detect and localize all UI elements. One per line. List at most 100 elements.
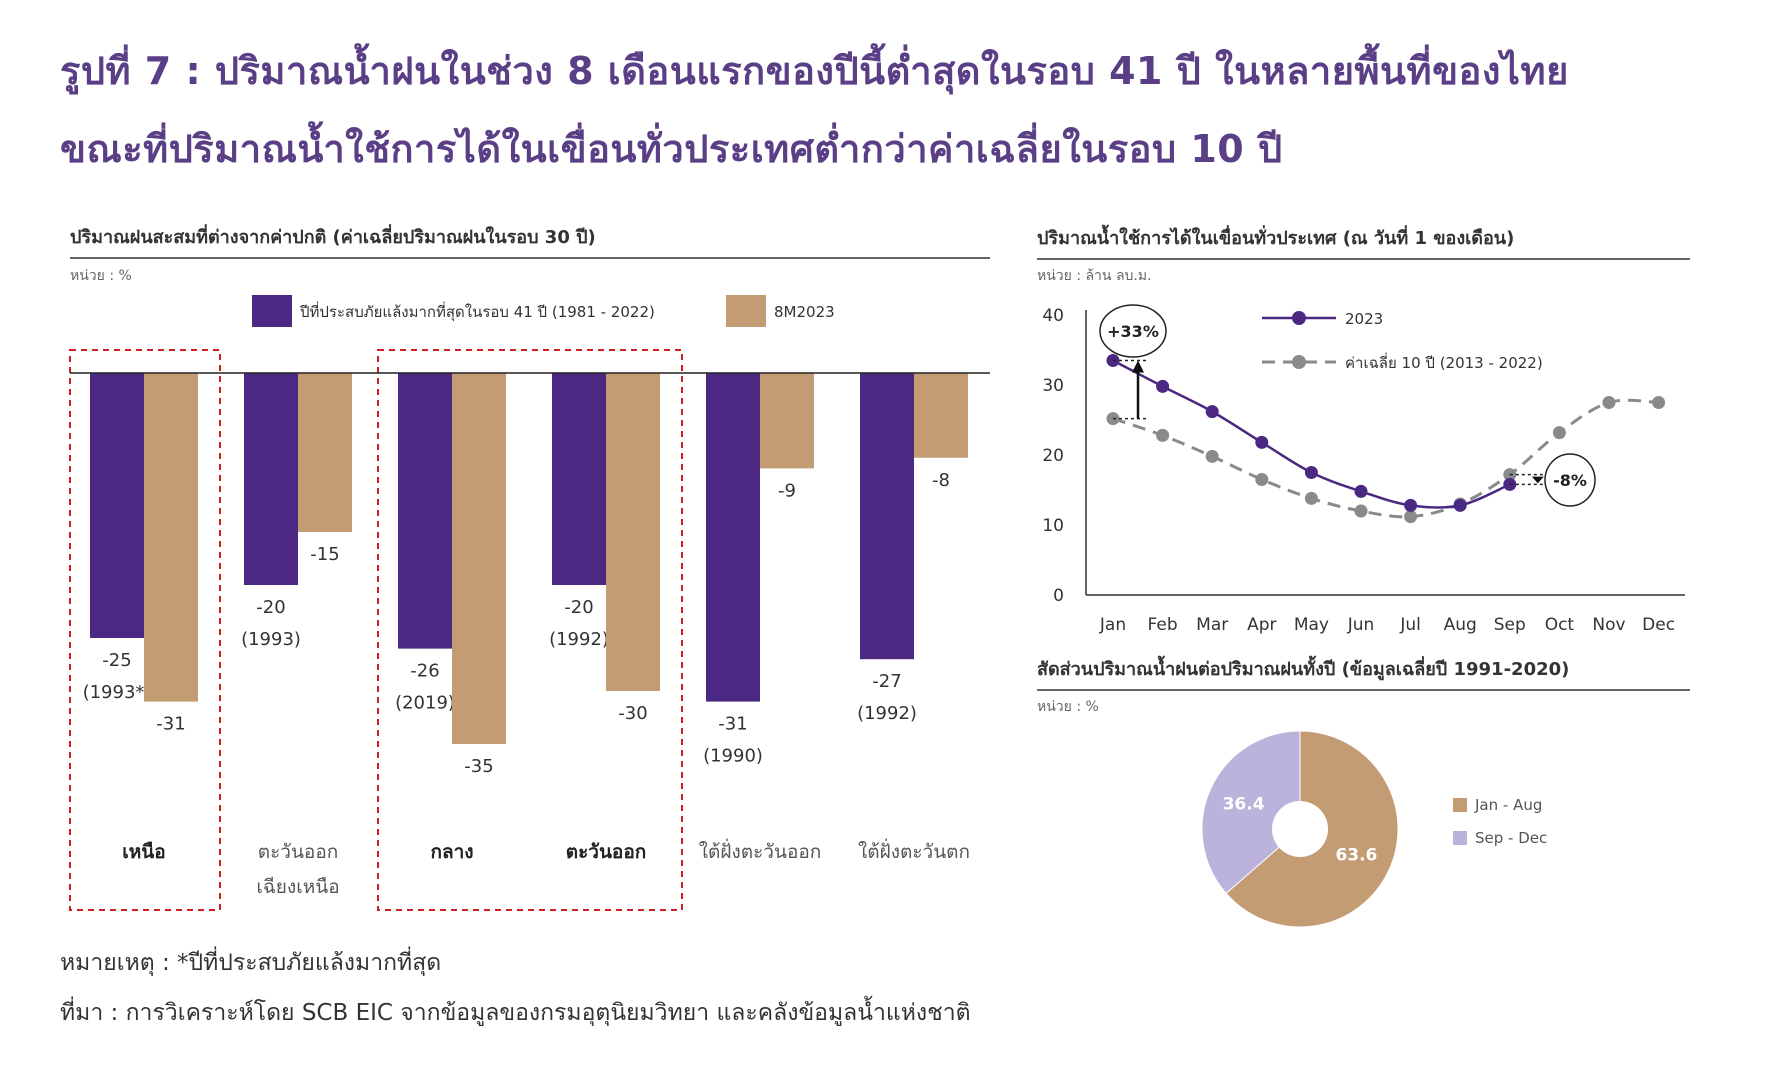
bar-value-label: -31	[718, 714, 747, 735]
bar-year-label: (1992)	[549, 629, 609, 650]
line-point-2023	[1453, 498, 1467, 512]
legend-label-drought: ปีที่ประสบภัยแล้งมากที่สุดในรอบ 41 ปี (1…	[299, 301, 655, 322]
x-tick-label: May	[1294, 615, 1329, 635]
line-marks	[1106, 354, 1666, 524]
bar-drought-5	[860, 373, 914, 660]
legend-label-8m2023: 8M2023	[774, 303, 835, 321]
line-point-2023	[1404, 498, 1418, 512]
line-point-average	[1602, 396, 1616, 409]
bar-8m2023-2	[452, 373, 506, 744]
bar-8m2023-4	[760, 373, 814, 469]
pie-legend-swatch-1	[1453, 831, 1467, 845]
bar-year-label: (1990)	[703, 746, 763, 767]
bar-value-label: -20	[564, 597, 593, 618]
x-tick-label: Feb	[1148, 615, 1178, 635]
pie-legend-label-0: Jan - Aug	[1474, 796, 1542, 814]
bar-8m2023-3	[606, 373, 660, 691]
x-tick-label: Jun	[1347, 615, 1375, 635]
line-point-average	[1304, 491, 1318, 505]
line-annotations: +33% -8%	[1099, 304, 1596, 507]
bar-year-label: (1993*)	[83, 682, 152, 703]
pie-value-label: 63.6	[1335, 846, 1377, 866]
pie-donut-hole	[1272, 801, 1328, 857]
line-point-average	[1552, 426, 1566, 440]
x-tick-label: Mar	[1196, 615, 1228, 635]
annotation-arrowhead-jan	[1132, 360, 1144, 373]
pie-chart: สัดส่วนปริมาณน้ำฝนต่อปริมาณฝนทั้งปี (ข้อ…	[1037, 655, 1690, 928]
line-series-2023	[1112, 359, 1511, 509]
figure-title-line2: ขณะที่ปริมาณน้ำใช้การได้ในเขื่อนทั่วประเ…	[60, 127, 1283, 171]
annotation-text-sep: -8%	[1553, 471, 1587, 490]
legend-marker-2023	[1292, 311, 1306, 325]
pie-legend: Jan - Aug Sep - Dec	[1453, 796, 1547, 847]
bar-value-label: -8	[932, 470, 950, 491]
footnote: หมายเหตุ : *ปีที่ประสบภัยแล้งมากที่สุด	[60, 950, 442, 976]
line-point-average	[1652, 396, 1666, 409]
x-tick-label: Sep	[1494, 615, 1526, 635]
y-tick-label: 30	[1042, 376, 1064, 396]
bar-category-label: เหนือ	[122, 841, 165, 863]
y-tick-label: 40	[1042, 306, 1064, 326]
x-tick-label: Apr	[1247, 615, 1276, 635]
bar-value-label: -9	[778, 480, 796, 501]
legend-label-average: ค่าเฉลี่ย 10 ปี (2013 - 2022)	[1345, 352, 1543, 372]
annotation-arrowhead-sep	[1531, 476, 1544, 484]
bar-chart-title: ปริมาณฝนสะสมที่ต่างจากค่าปกติ (ค่าเฉลี่ย…	[70, 224, 596, 248]
y-tick-label: 10	[1042, 516, 1064, 536]
line-point-2023	[1304, 466, 1318, 479]
annotation-bubble-sep	[1544, 453, 1596, 507]
pie-legend-label-1: Sep - Dec	[1475, 829, 1547, 847]
bar-value-label: -20	[256, 597, 285, 618]
bar-year-label: (1992)	[857, 703, 917, 724]
legend-swatch-8m2023	[726, 295, 766, 327]
bar-value-label: -31	[156, 714, 185, 735]
line-axes: 0 10 20 30 40 Jan Feb Mar Apr May Jun Jul Aug Sep Oct N…	[1042, 306, 1685, 635]
bar-value-label: -15	[310, 544, 339, 565]
bar-category-label: ใต้ฝั่งตะวันออก	[699, 838, 822, 863]
annotation-text-jan: +33%	[1107, 322, 1159, 341]
y-tick-label: 0	[1053, 586, 1064, 606]
pie-legend-swatch-0	[1453, 798, 1467, 812]
x-tick-label: Nov	[1592, 615, 1625, 635]
bar-value-label: -25	[102, 650, 131, 671]
pie-chart-unit: หน่วย : %	[1037, 699, 1099, 715]
annotation-bubble-jan	[1099, 304, 1167, 358]
source-note: ที่มา : การวิเคราะห์โดย SCB EIC จากข้อมู…	[60, 1000, 971, 1026]
bar-drought-3	[552, 373, 606, 585]
highlight-boxes	[69, 349, 683, 911]
bar-8m2023-1	[298, 373, 352, 532]
bar-value-label: -30	[618, 703, 647, 724]
pie-slice-1	[1201, 730, 1301, 895]
legend-label-2023: 2023	[1345, 310, 1383, 328]
bar-drought-0	[90, 373, 144, 638]
line-point-2023	[1255, 435, 1269, 449]
bar-chart: ปริมาณฝนสะสมที่ต่างจากค่าปกติ (ค่าเฉลี่ย…	[69, 224, 990, 911]
line-point-2023	[1156, 379, 1170, 393]
legend-swatch-drought	[252, 295, 292, 327]
pie-chart-title: สัดส่วนปริมาณน้ำฝนต่อปริมาณฝนทั้งปี (ข้อ…	[1037, 655, 1569, 681]
line-point-average	[1205, 449, 1219, 463]
bar-drought-2	[398, 373, 452, 649]
bar-category-label: กลาง	[430, 841, 473, 863]
bar-chart-unit: หน่วย : %	[70, 268, 132, 284]
line-point-average	[1354, 504, 1368, 518]
line-point-average	[1255, 473, 1269, 486]
x-tick-label: Jan	[1099, 615, 1126, 635]
line-legend: 2023 ค่าเฉลี่ย 10 ปี (2013 - 2022)	[1262, 310, 1543, 372]
line-chart-title: ปริมาณน้ำใช้การได้ในเขื่อนทั่วประเทศ (ณ …	[1037, 224, 1514, 249]
bar-year-label: (2019)	[395, 693, 455, 714]
bar-drought-4	[706, 373, 760, 702]
x-tick-label: Dec	[1642, 615, 1675, 635]
line-chart-unit: หน่วย : ล้าน ลบ.ม.	[1037, 268, 1152, 284]
bar-category-label: ใต้ฝั่งตะวันตก	[858, 838, 970, 863]
line-point-2023	[1354, 484, 1368, 498]
pie-marks: 63.6 36.4	[1201, 730, 1399, 928]
legend-marker-average	[1292, 355, 1306, 369]
bar-category-label: ตะวันออก	[566, 841, 647, 863]
y-tick-label: 20	[1042, 446, 1064, 466]
bar-value-label: -27	[872, 671, 901, 692]
bar-8m2023-5	[914, 373, 968, 458]
line-point-average	[1404, 510, 1418, 524]
